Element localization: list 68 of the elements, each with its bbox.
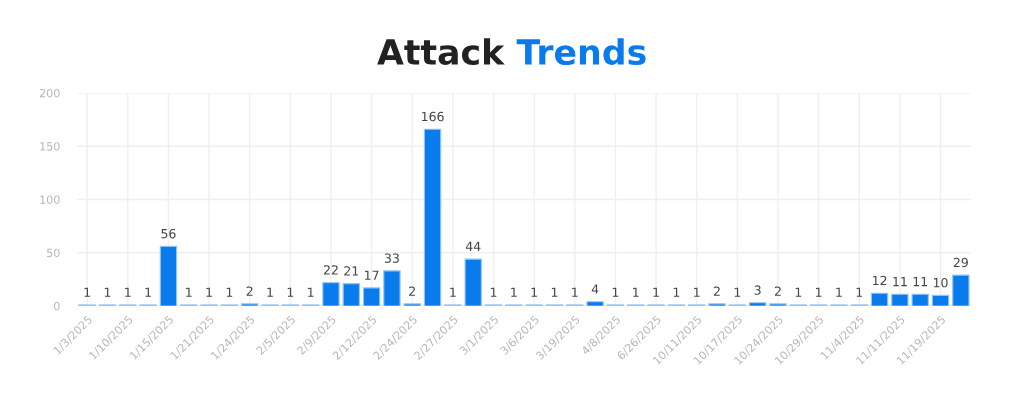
bar (322, 282, 340, 306)
data-label: 2 (713, 286, 720, 296)
data-label: 11 (913, 277, 927, 287)
data-label: 1 (226, 287, 233, 297)
bar (423, 128, 442, 306)
data-label: 3 (754, 285, 761, 295)
bar (931, 294, 950, 306)
data-label: 4 (591, 284, 599, 294)
bar (403, 303, 421, 306)
bar (708, 303, 726, 306)
data-label: 1 (145, 287, 151, 297)
bar (769, 303, 787, 306)
bar (870, 292, 889, 306)
y-tick-label: 50 (47, 248, 60, 258)
bar (586, 301, 604, 306)
bar (342, 283, 360, 306)
data-label: 44 (465, 241, 481, 251)
data-label: 17 (365, 270, 379, 280)
bar (383, 270, 401, 306)
data-label: 166 (422, 111, 444, 122)
data-label: 1 (856, 287, 863, 297)
data-label: 1 (734, 287, 741, 297)
data-label: 1 (287, 287, 294, 297)
bar (241, 303, 259, 306)
y-tick-label: 200 (39, 88, 60, 98)
chart-title: Attack Trends (377, 38, 646, 66)
data-label: 1 (836, 287, 842, 297)
data-label: 56 (161, 228, 176, 239)
bar (952, 274, 970, 306)
data-label: 1 (633, 287, 639, 297)
data-label: 1 (795, 287, 802, 297)
bar (159, 245, 178, 306)
data-label: 1 (511, 287, 517, 297)
data-label: 1 (673, 287, 680, 297)
data-label: 2 (774, 286, 781, 296)
data-label: 1 (267, 287, 273, 297)
data-label: 10 (933, 277, 948, 288)
data-label: 2 (409, 286, 415, 296)
data-label: 2 (246, 286, 253, 296)
data-label: 1 (84, 287, 90, 297)
data-label: 1 (186, 287, 192, 297)
bar (748, 302, 767, 306)
bar (362, 287, 381, 306)
y-tick-label: 150 (40, 142, 60, 151)
data-label: 1 (104, 287, 111, 297)
data-label: 1 (694, 287, 700, 297)
data-label: 12 (872, 275, 887, 286)
data-label: 1 (450, 287, 456, 297)
data-label: 1 (308, 287, 314, 297)
data-label: 29 (953, 257, 968, 268)
y-tick-label: 100 (40, 195, 60, 204)
y-tick-label: 0 (54, 301, 60, 311)
data-label: 1 (206, 287, 212, 297)
data-label: 21 (344, 266, 359, 276)
data-label: 1 (612, 287, 619, 297)
bar (911, 293, 929, 306)
data-label: 33 (384, 253, 399, 263)
bar (891, 293, 909, 306)
data-label: 1 (551, 287, 558, 297)
data-label: 1 (125, 287, 131, 297)
data-label: 22 (323, 265, 338, 275)
data-label: 1 (490, 287, 497, 297)
data-label: 1 (531, 287, 537, 297)
data-label: 1 (572, 287, 578, 297)
bar (464, 258, 482, 306)
data-label: 11 (893, 277, 907, 287)
data-label: 1 (816, 287, 822, 297)
data-label: 1 (653, 287, 659, 297)
